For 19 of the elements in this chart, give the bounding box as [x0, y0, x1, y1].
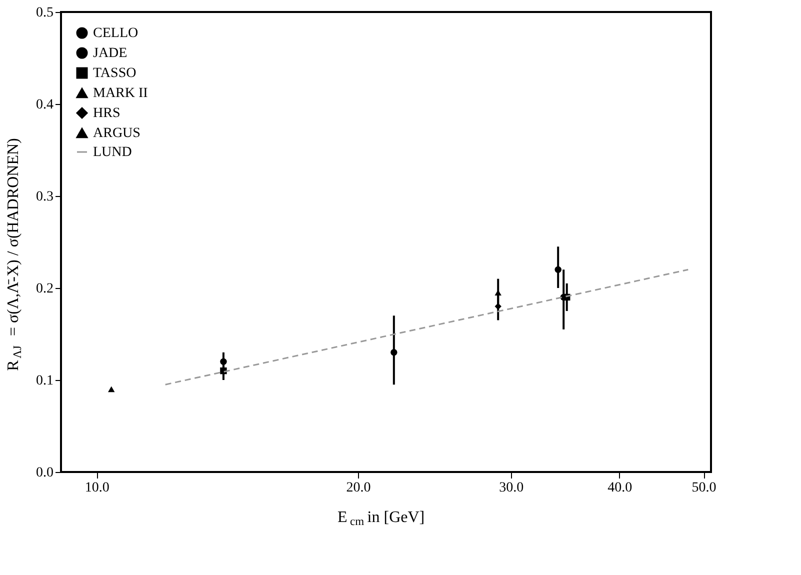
y-tick-label: 0.5 [36, 6, 54, 20]
y-tick-label: 0.0 [36, 466, 54, 480]
y-axis-title: RΛJ = σ(Λ,Λ̄-X) / σ(HADRONEN) [5, 138, 24, 371]
legend-label: JADE [93, 46, 128, 61]
legend-label: TASSO [93, 66, 136, 81]
legend-label: MARK II [93, 86, 148, 101]
y-tick-label: 0.4 [36, 98, 54, 112]
x-tick-label: 20.0 [346, 480, 371, 496]
legend-label: ARGUS [93, 126, 140, 141]
legend-label: LUND [93, 145, 132, 160]
x-tick-label: 10.0 [84, 480, 110, 496]
y-tick-label: 0.2 [36, 282, 54, 296]
y-tick-label: 0.3 [36, 190, 54, 204]
legend-label: HRS [93, 106, 120, 121]
y-tick-label: 0.1 [36, 374, 54, 388]
legend-label: CELLO [93, 26, 138, 41]
x-tick-label: 30.0 [499, 480, 524, 496]
x-tick-label: 50.0 [692, 480, 716, 496]
x-tick-label: 40.0 [608, 480, 632, 496]
